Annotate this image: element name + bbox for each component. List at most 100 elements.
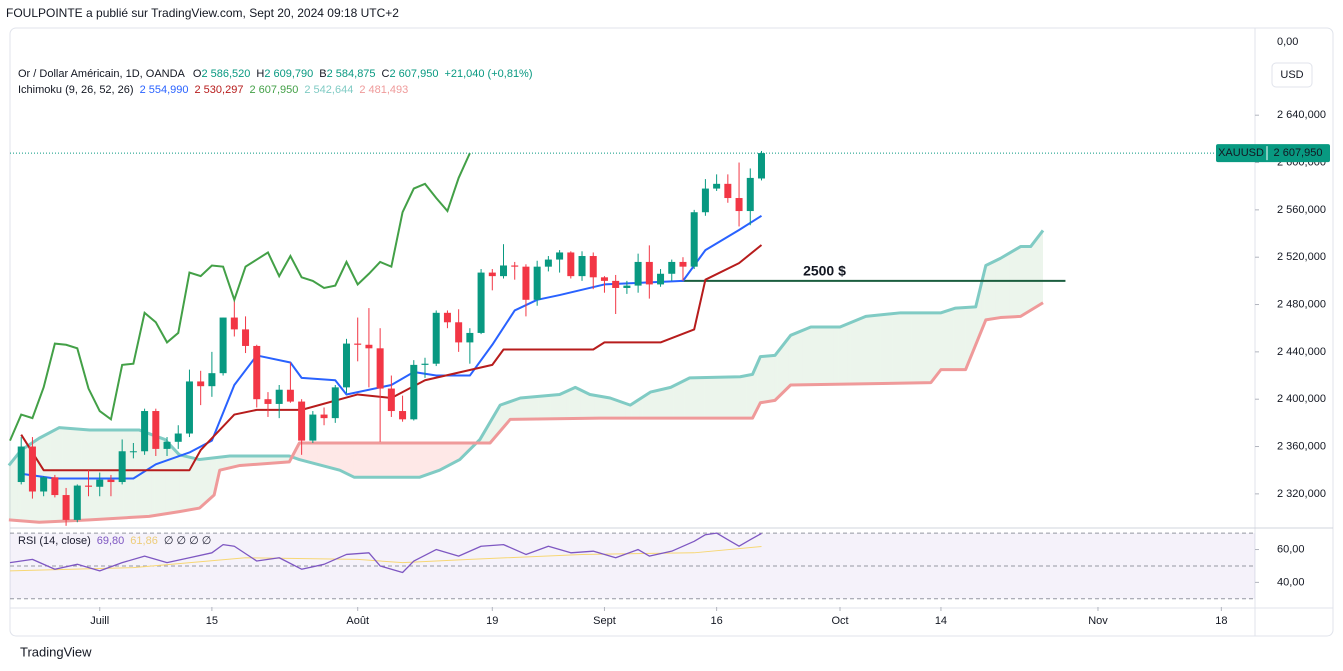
span-a (7, 229, 1045, 479)
cloud-fill (967, 307, 971, 365)
cloud-fill (1029, 244, 1033, 311)
cloud-fill (608, 397, 612, 419)
cloud-fill (252, 456, 256, 465)
ohlc-key: B (319, 68, 326, 80)
cloud-fill (600, 396, 604, 419)
cloud-fill (917, 312, 921, 383)
cloud-fill (205, 458, 208, 504)
cloud-fill (920, 312, 923, 383)
cloud-fill (185, 456, 189, 511)
rsi-line (9, 532, 762, 574)
cloud-fill (93, 429, 96, 520)
cloud-fill (353, 442, 357, 478)
cloud-fill (499, 404, 503, 432)
cloud-fill (230, 456, 234, 468)
candle-body (600, 277, 608, 281)
candle-body (612, 280, 620, 288)
cloud-fill (1012, 249, 1016, 317)
currency[interactable]: USD (1280, 69, 1303, 81)
cloud-fill (1026, 246, 1030, 313)
cloud-fill (168, 443, 172, 514)
chart-frame (9, 27, 1334, 637)
x-tick-label: Nov (1088, 615, 1108, 627)
candle-body (309, 414, 317, 441)
cloud-fill (1004, 254, 1008, 318)
cloud-fill (364, 442, 368, 478)
candle-body (219, 317, 227, 374)
cloud-fill (70, 428, 74, 521)
candle-body (500, 265, 508, 277)
cloud-fill (951, 308, 954, 370)
cloud-fill (925, 312, 929, 383)
cloud-fill (398, 442, 402, 478)
cloud-fill (126, 429, 130, 518)
cloud-fill (625, 403, 629, 419)
cloud-fill (207, 458, 211, 501)
cloud-fill (269, 456, 273, 464)
cloud-fill (272, 456, 276, 464)
cloud-fill (188, 456, 192, 511)
y-tick-label: 2 400,000 (1277, 393, 1326, 405)
cloud-fill (959, 307, 963, 370)
cloud-fill (676, 383, 680, 419)
cloud-fill (872, 315, 876, 384)
cloud-fill (11, 458, 15, 521)
cloud-fill (928, 312, 932, 383)
cloud-fill (370, 442, 374, 478)
cloud-fill (645, 393, 649, 419)
cloud-fill (892, 313, 895, 384)
cloud-fill (855, 319, 859, 384)
cloud-fill (779, 345, 783, 396)
cloud-fill (586, 392, 590, 419)
cloud-fill (962, 307, 966, 370)
cloud-fill (14, 454, 18, 521)
cloud-fill (673, 384, 677, 419)
symbol-legend: Or / Dollar Américain, 1D, OANDA O2 586,5… (18, 68, 533, 80)
cloud-fill (771, 355, 775, 401)
x-tick-label: Août (346, 615, 369, 627)
cloud-fill (838, 326, 842, 385)
cloud-fill (101, 429, 105, 520)
cloud-fill (819, 327, 823, 385)
candle-body (365, 344, 373, 349)
cloud-fill (589, 394, 593, 419)
indicator-value: 2 607,950 (249, 84, 298, 96)
cloud-fill (665, 388, 668, 419)
cloud-fill (348, 442, 351, 476)
cloud-fill (210, 457, 214, 499)
cloud-fill (224, 456, 228, 470)
cloud-fill (56, 427, 60, 522)
cloud-fill (998, 257, 1002, 318)
cloud-fill (401, 442, 405, 478)
cloud-fill (923, 312, 926, 383)
cloud-fill (429, 442, 433, 474)
candle-body (746, 177, 754, 212)
cloud-fill (953, 308, 957, 370)
indicator-name: Ichimoku (9, 26, 52, 26) (18, 84, 134, 96)
currency-button[interactable] (1271, 62, 1313, 88)
cloud-fill (384, 442, 388, 478)
cloud-fill (387, 442, 391, 478)
candle-body (724, 183, 732, 199)
cloud-fill (109, 429, 113, 519)
cloud-fill (651, 391, 654, 419)
cloud-fill (179, 454, 183, 512)
cloud-fill (628, 404, 632, 419)
ohlc-value: 2 609,790 (264, 68, 313, 80)
cloud-fill (760, 356, 764, 403)
cloud-fill (622, 402, 626, 419)
rsi-ma-line (9, 545, 762, 572)
cloud-fill (729, 376, 733, 419)
cloud-fill (325, 442, 329, 468)
cloud-fill (104, 429, 108, 520)
cloud-fill (50, 430, 54, 522)
cloud-fill (160, 437, 164, 515)
candle-body (354, 343, 362, 345)
indicator-legend: Ichimoku (9, 26, 52, 26) 2 554,990 2 530,2… (18, 84, 408, 96)
cloud-fill (648, 391, 652, 419)
cloud-fill (864, 316, 867, 384)
candle-body (623, 285, 631, 288)
cloud-fill (395, 442, 399, 478)
cloud-fill (432, 442, 436, 473)
candle-body (118, 451, 126, 483)
